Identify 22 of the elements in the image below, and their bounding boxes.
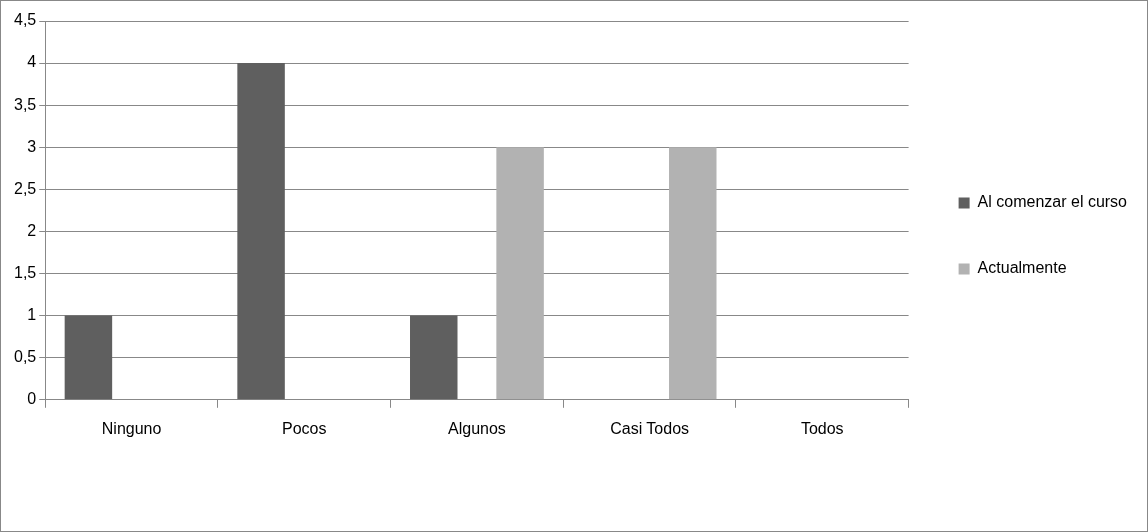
y-tick-label: 4,5 <box>13 11 37 29</box>
y-tick-label: 3,5 <box>13 95 37 113</box>
bar <box>237 63 285 400</box>
y-tick-label: 2,5 <box>13 179 37 197</box>
y-tick-label: 3 <box>27 137 37 155</box>
bar <box>64 315 113 400</box>
x-tick-label: Ninguno <box>101 419 162 437</box>
x-tick-label: Pocos <box>282 419 327 437</box>
x-tick-label: Algunos <box>448 419 506 437</box>
y-tick-label: 2 <box>27 221 37 239</box>
y-tick-label: 1,5 <box>13 263 37 281</box>
bar <box>410 315 458 400</box>
x-tick-label: Casi Todos <box>610 419 690 437</box>
bar <box>669 147 717 400</box>
y-tick-label: 0,5 <box>13 348 37 366</box>
x-tick-label: Todos <box>800 419 844 437</box>
legend-label: Actualmente <box>977 259 1067 277</box>
y-tick-label: 0 <box>27 390 37 408</box>
y-tick-label: 4 <box>27 53 37 71</box>
bar <box>496 147 544 400</box>
y-tick-label: 1 <box>27 306 37 324</box>
legend-label: Al comenzar el curso <box>977 193 1128 211</box>
